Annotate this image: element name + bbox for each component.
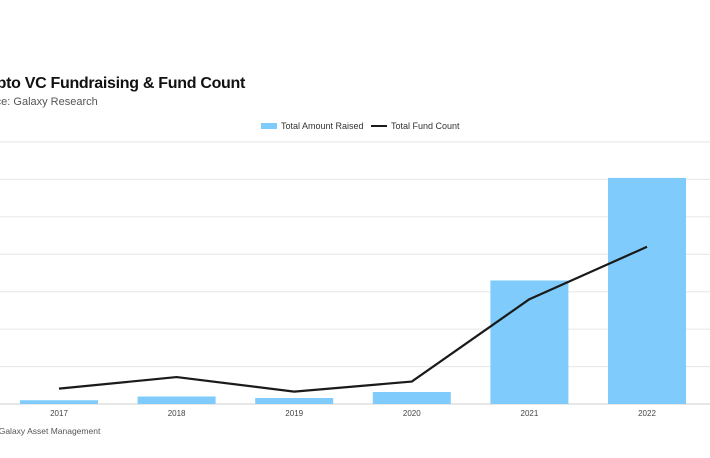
bar-series [20,177,686,404]
bar-2019 [255,398,334,404]
bar-2022 [608,177,686,404]
x-tick-label: 2022 [638,409,656,418]
x-tick-label: 2020 [403,409,421,418]
chart-title: ypto VC Fundraising & Fund Count [0,75,246,92]
bar-2017 [20,400,98,404]
bar-2018 [137,396,216,404]
bar-2021 [490,280,569,404]
legend-label-amount-raised: Total Amount Raised [281,121,364,131]
chart-source: rce: Galaxy Research [0,96,98,108]
bar-2020 [372,392,451,404]
legend-swatch-amount-raised [261,123,277,129]
x-tick-label: 2019 [285,409,303,418]
legend-label-fund-count: Total Fund Count [391,121,460,131]
gridlines [0,141,710,405]
x-tick-label: 2018 [168,409,186,418]
legend: Total Amount Raised Total Fund Count [261,121,460,131]
x-tick-label: 2021 [521,409,539,418]
x-tick-label: 2017 [50,409,68,418]
x-axis-ticks: 2017 2018 2019 2020 2021 2022 [50,409,656,418]
line-series-fund-count [58,245,648,393]
footer-source: : Galaxy Asset Management [0,426,101,436]
